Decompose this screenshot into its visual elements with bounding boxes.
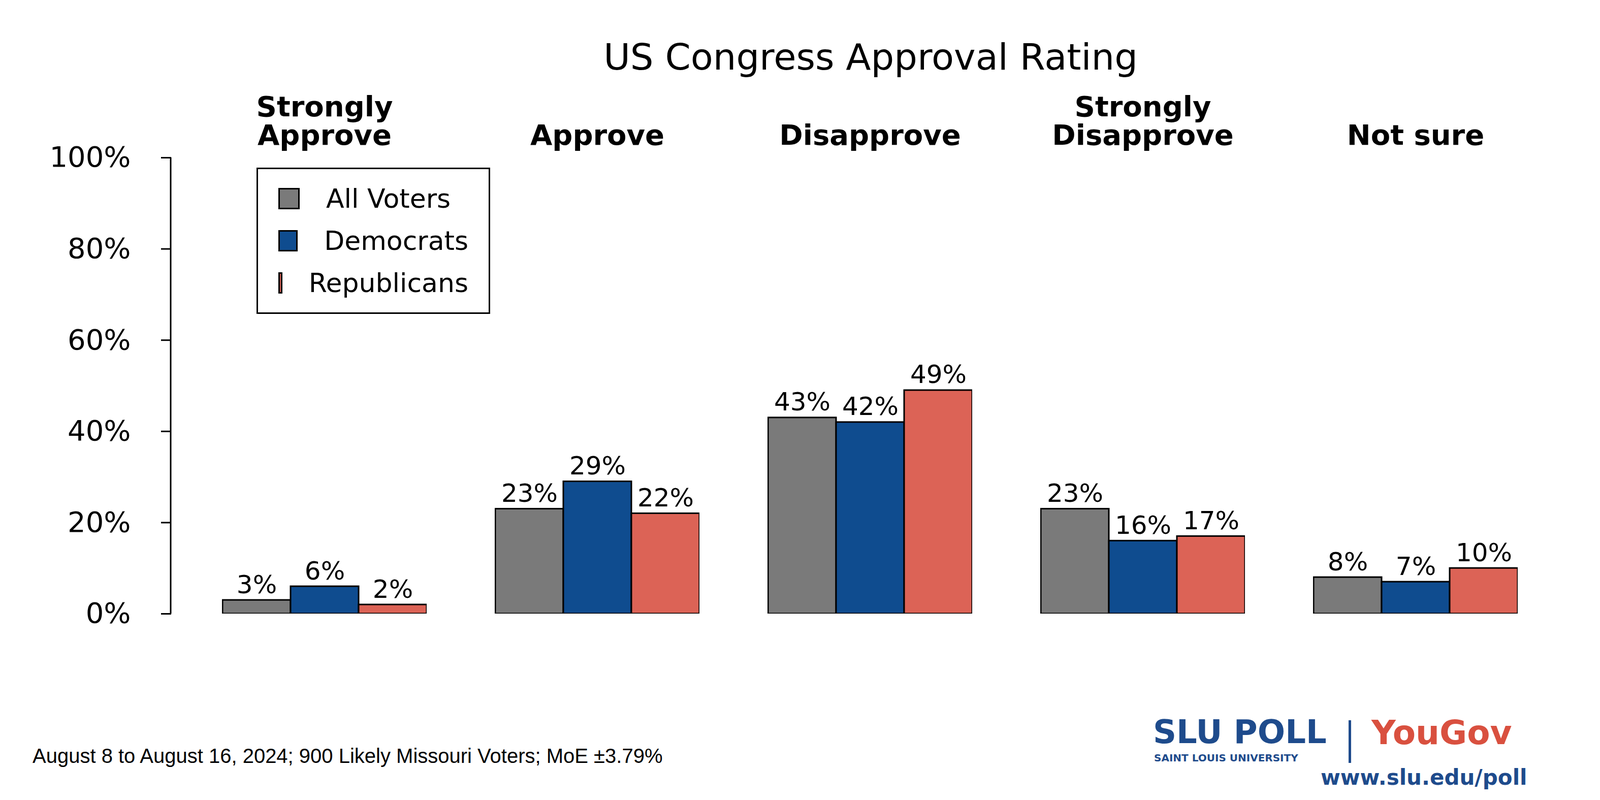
svg-text:40%: 40% [67, 413, 131, 447]
html-text:SAINT LOUIS UNIVERSITY: SAINT LOUIS UNIVERSITY [1154, 751, 1299, 764]
html-text:US Congress Approval Rating: US Congress Approval Rating [603, 35, 1138, 79]
svg-text:StronglyDisapprove: StronglyDisapprove [1051, 89, 1234, 152]
svg-text:23%: 23% [501, 478, 558, 508]
svg-text:10%: 10% [1455, 537, 1513, 568]
html-text:All Voters: All Voters [326, 183, 451, 214]
svg-text:42%: 42% [842, 391, 899, 422]
svg-text:Not sure: Not sure [1347, 118, 1485, 152]
svg-text:20%: 20% [67, 505, 131, 539]
svg-text:100%: 100% [49, 140, 131, 174]
svg-text:8%: 8% [1327, 547, 1368, 577]
svg-text:Disapprove: Disapprove [779, 118, 962, 152]
html-text:August 8 to August 16, 2024; 9: August 8 to August 16, 2024; 900 Likely … [32, 744, 663, 767]
svg-text:43%: 43% [774, 387, 831, 417]
svg-text:2%: 2% [372, 574, 413, 604]
svg-text:StronglyApprove: StronglyApprove [256, 89, 394, 152]
svg-text:60%: 60% [67, 323, 131, 357]
svg-text:80%: 80% [67, 231, 131, 265]
svg-text:22%: 22% [637, 483, 694, 513]
svg-text:49%: 49% [910, 359, 967, 390]
html-text:Democrats: Democrats [324, 225, 469, 256]
html-text:www.slu.edu/poll: www.slu.edu/poll [1320, 764, 1528, 790]
svg-text:7%: 7% [1395, 551, 1436, 582]
html-text:SLU POLL: SLU POLL [1153, 713, 1327, 751]
svg-text:23%: 23% [1046, 478, 1104, 508]
html-text:Republicans: Republicans [308, 267, 469, 299]
svg-text:16%: 16% [1114, 510, 1172, 540]
svg-text:0%: 0% [85, 596, 132, 630]
svg-text:3%: 3% [236, 569, 277, 600]
svg-text:6%: 6% [304, 556, 345, 586]
svg-text:Approve: Approve [530, 118, 665, 152]
html-text:YouGov: YouGov [1371, 713, 1512, 753]
svg-text:17%: 17% [1182, 505, 1240, 536]
svg-text:29%: 29% [569, 451, 626, 481]
